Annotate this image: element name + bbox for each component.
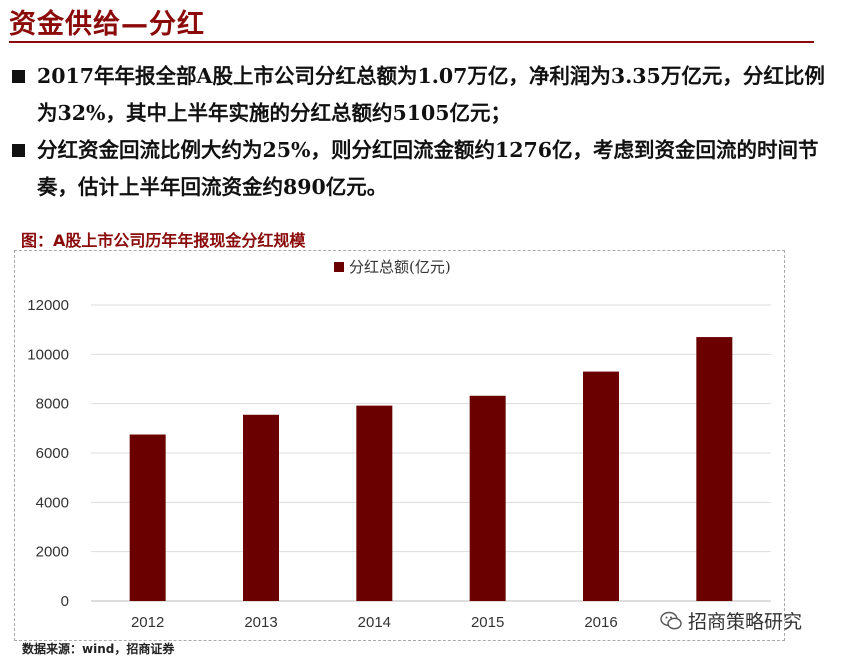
- bullet-item: 2017年年报全部A股上市公司分红总额为1.07万亿，净利润为3.35万亿元，分…: [9, 58, 839, 132]
- square-bullet-icon: [12, 144, 25, 157]
- legend-label: 分红总额(亿元): [349, 258, 451, 276]
- x-tick-label: 2015: [471, 614, 504, 631]
- y-tick-label: 10000: [27, 346, 69, 363]
- bullet-list: 2017年年报全部A股上市公司分红总额为1.07万亿，净利润为3.35万亿元，分…: [9, 58, 839, 206]
- y-tick-label: 0: [61, 593, 69, 610]
- y-tick-label: 12000: [27, 297, 69, 314]
- bullet-item: 分红资金回流比例大约为25%，则分红回流金额约1276亿，考虑到资金回流的时间节…: [9, 132, 839, 206]
- x-tick-label: 2016: [584, 614, 617, 631]
- page-title: 资金供给—分红: [9, 9, 205, 40]
- x-tick-label: 2013: [244, 614, 277, 631]
- title-divider: [9, 41, 814, 43]
- y-tick-label: 2000: [36, 544, 69, 561]
- x-tick-label: 2014: [358, 614, 391, 631]
- bar-chart: 0 2000 4000 6000 8000 10000 12000 2012 2013 2014 2…: [27, 258, 771, 631]
- chart-frame: 0 2000 4000 6000 8000 10000 12000 2012 2013 2014 2…: [14, 250, 785, 641]
- y-tick-label: 4000: [36, 494, 69, 511]
- bar: [243, 414, 279, 601]
- square-bullet-icon: [12, 70, 25, 83]
- bullet-text: 分红资金回流比例大约为25%，则分红回流金额约1276亿，考虑到资金回流的时间节…: [37, 138, 819, 199]
- legend-swatch: [334, 262, 344, 272]
- figure-caption: 图：A股上市公司历年年报现金分红规模: [21, 231, 306, 250]
- bullet-text: 2017年年报全部A股上市公司分红总额为1.07万亿，净利润为3.35万亿元，分…: [37, 64, 825, 125]
- y-tick-label: 6000: [36, 445, 69, 462]
- bar: [583, 371, 619, 601]
- x-tick-label: 2012: [131, 614, 164, 631]
- watermark-text: 招商策略研究: [688, 611, 803, 633]
- source-note: 数据来源：wind，招商证券: [22, 642, 175, 656]
- bar: [129, 434, 166, 601]
- bar: [469, 395, 506, 601]
- bar: [696, 337, 733, 601]
- y-tick-label: 8000: [36, 396, 69, 413]
- wechat-icon: [660, 611, 682, 629]
- bar: [356, 405, 393, 601]
- watermark: 招商策略研究: [660, 607, 802, 634]
